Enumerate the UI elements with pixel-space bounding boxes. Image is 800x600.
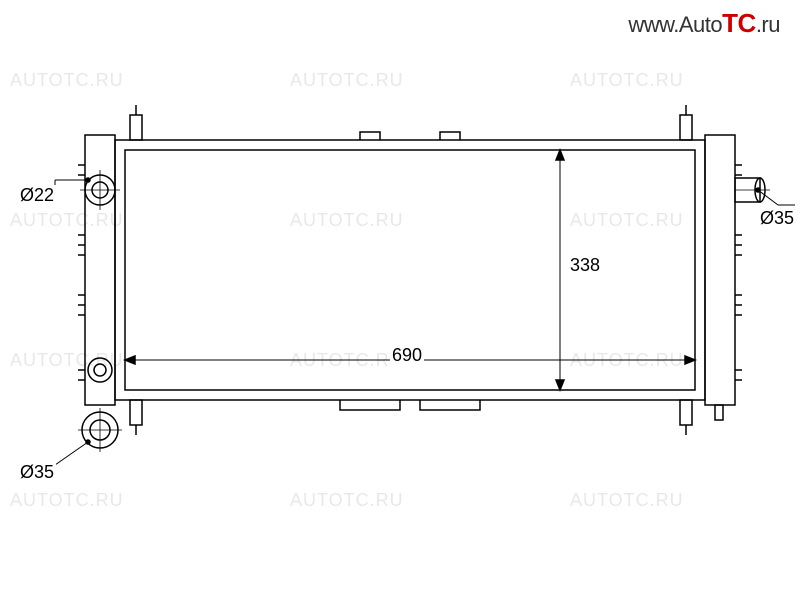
dim-port-bl: Ø35: [18, 462, 56, 483]
radiator-diagram: [0, 0, 800, 600]
dim-port-r: Ø35: [758, 208, 796, 229]
dim-port-tl: Ø22: [18, 185, 56, 206]
dim-height: 338: [568, 255, 602, 276]
dim-width: 690: [390, 345, 424, 366]
